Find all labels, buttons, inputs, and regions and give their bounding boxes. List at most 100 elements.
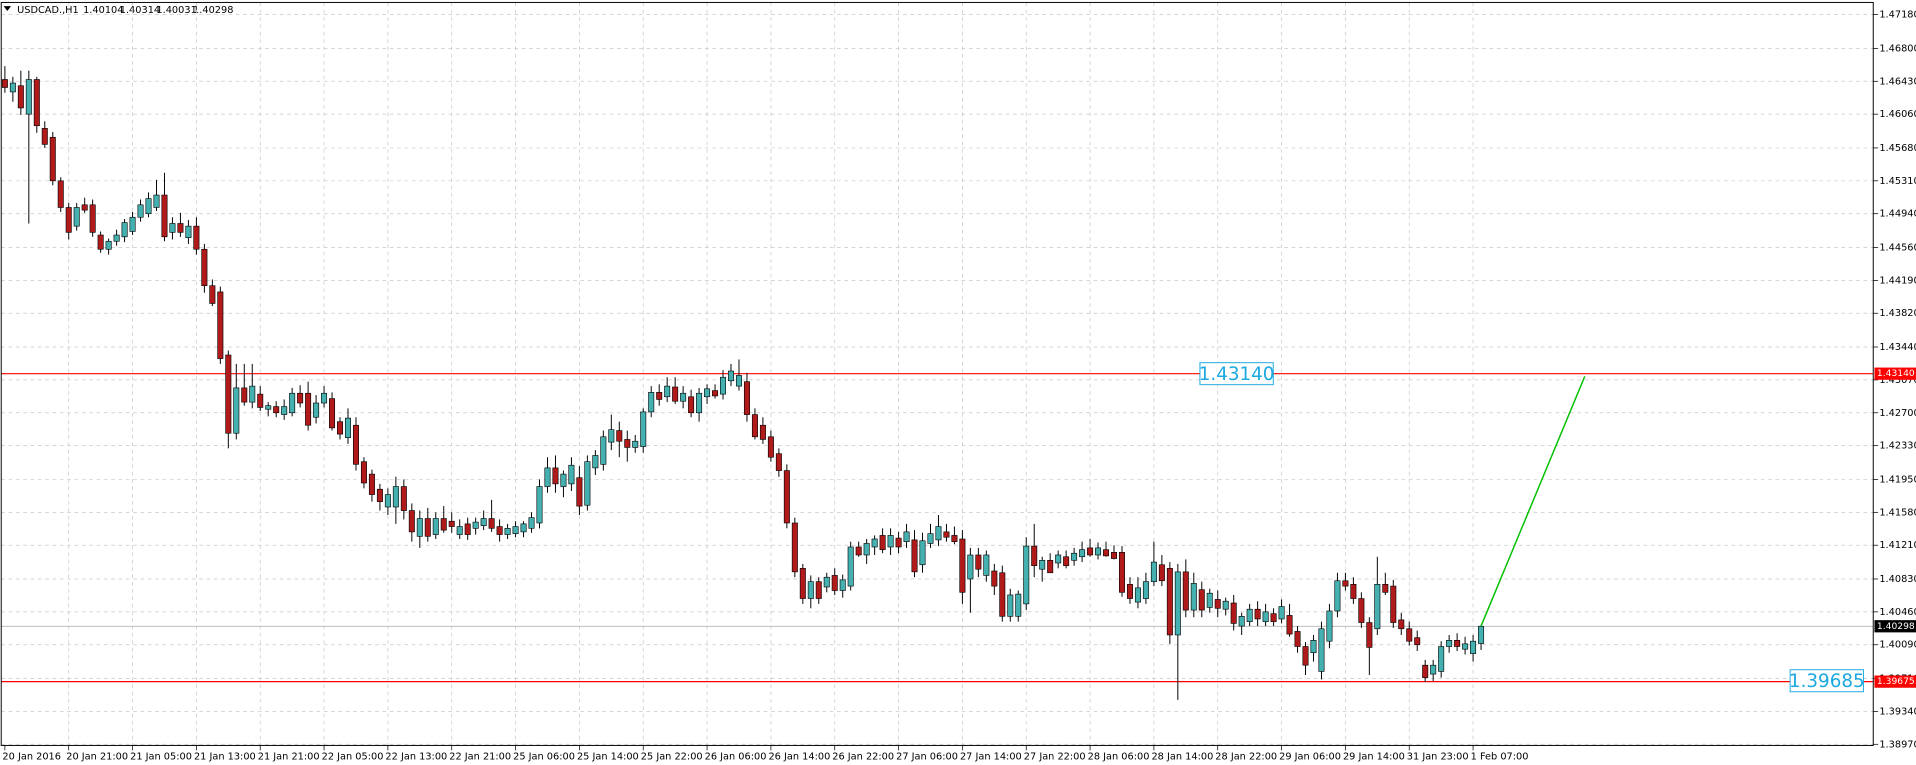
price-tag-label: 1.40298 (1877, 621, 1915, 632)
y-tick-label: 1.38970 (1879, 739, 1916, 750)
x-tick-label: 28 Jan 06:00 (1088, 751, 1150, 762)
candle-body (751, 414, 758, 438)
candle-body (1278, 606, 1285, 620)
candle-body (217, 291, 224, 359)
candle-body (1118, 552, 1125, 593)
candle-body (823, 576, 830, 588)
candle-body (1390, 585, 1397, 623)
candle-body (249, 385, 256, 403)
candle-body (624, 439, 631, 448)
candle-body (696, 392, 703, 414)
x-tick-label: 29 Jan 14:00 (1343, 751, 1405, 762)
candle-body (1454, 640, 1461, 647)
candle-body (576, 477, 583, 507)
x-tick-label: 22 Jan 05:00 (322, 751, 384, 762)
candle-body (1438, 646, 1445, 672)
candle-body (1190, 583, 1197, 611)
x-tick-label: 25 Jan 22:00 (641, 751, 703, 762)
candle-body (193, 225, 200, 250)
y-tick-label: 1.42700 (1879, 408, 1916, 419)
candle-body (440, 518, 447, 531)
candle-body (329, 398, 336, 429)
candle-body (1039, 560, 1046, 570)
candle-body (672, 386, 679, 402)
y-tick-label: 1.40830 (1879, 574, 1916, 585)
candle-body (1230, 602, 1237, 624)
candle-body (967, 554, 974, 580)
level-tag-label: 1.39675 (1877, 676, 1915, 687)
candle-body (321, 392, 328, 404)
candle-body (1350, 584, 1357, 599)
y-tick-label: 1.41210 (1879, 540, 1916, 551)
candle-body (544, 467, 551, 487)
x-tick-label: 20 Jan 2016 (2, 751, 61, 762)
y-tick-label: 1.44560 (1879, 242, 1916, 253)
candle-body (584, 461, 591, 506)
candle-body (89, 204, 96, 233)
y-tick-label: 1.41580 (1879, 507, 1916, 518)
candle-body (1063, 556, 1070, 566)
candle-body (1134, 587, 1141, 603)
candle-body (352, 424, 359, 465)
candle-body (839, 579, 846, 591)
x-tick-label: 31 Jan 23:00 (1407, 751, 1469, 762)
header-high: 1.40314 (120, 5, 160, 16)
candle-body (1310, 640, 1317, 654)
candle-body (376, 488, 383, 502)
candle-body (895, 537, 902, 548)
candle-body (209, 285, 216, 304)
candle-body (1142, 581, 1149, 599)
y-tick-label: 1.40460 (1879, 607, 1916, 618)
candle-body (368, 473, 375, 495)
candle-body (1294, 631, 1301, 647)
y-tick-label: 1.46430 (1879, 76, 1916, 87)
candle-body (847, 546, 854, 587)
candle-body (680, 392, 687, 402)
candle-body (81, 204, 88, 211)
candle-body (225, 354, 232, 434)
candle-body (775, 453, 782, 471)
y-tick-label: 1.44190 (1879, 275, 1916, 286)
candle-body (1430, 664, 1437, 675)
candle-body (169, 223, 176, 233)
header-low: 1.40031 (156, 5, 196, 16)
y-tick-label: 1.43820 (1879, 308, 1916, 319)
candle-body (1, 79, 8, 88)
candle-body (416, 518, 423, 537)
candle-body (1326, 610, 1333, 642)
trend-line (1480, 376, 1586, 627)
candle-body (767, 436, 774, 458)
symbol-title: USDCAD.,H1 (17, 5, 79, 16)
x-tick-label: 22 Jan 13:00 (385, 751, 447, 762)
x-tick-label: 29 Jan 06:00 (1279, 751, 1341, 762)
candle-body (1150, 561, 1157, 582)
y-tick-label: 1.43440 (1879, 342, 1916, 353)
candle-body (121, 222, 128, 238)
candle-body (632, 440, 639, 448)
plot-area (1, 2, 1874, 746)
candle-body (464, 523, 471, 535)
y-tick-label: 1.40090 (1879, 640, 1916, 651)
menu-arrow[interactable] (3, 6, 11, 11)
candle-body (400, 486, 407, 511)
candle-body (1406, 628, 1413, 642)
candle-body (688, 396, 695, 414)
y-tick-label: 1.45680 (1879, 143, 1916, 154)
candle-body (1462, 643, 1469, 650)
candle-body (991, 570, 998, 587)
candle-body (863, 543, 870, 556)
candle-body (97, 234, 104, 250)
candle-body (911, 539, 918, 573)
candle-body (1470, 640, 1477, 654)
candle-body (1055, 554, 1062, 564)
candle-body (1382, 584, 1389, 593)
x-tick-label: 28 Jan 22:00 (1215, 751, 1277, 762)
candle-body (1366, 622, 1373, 648)
level-tag-label: 1.43140 (1877, 368, 1915, 379)
candle-body (815, 581, 822, 599)
candle-body (1374, 584, 1381, 630)
candle-body (1222, 600, 1229, 610)
candle-body (185, 225, 192, 239)
candle-body (664, 385, 671, 398)
